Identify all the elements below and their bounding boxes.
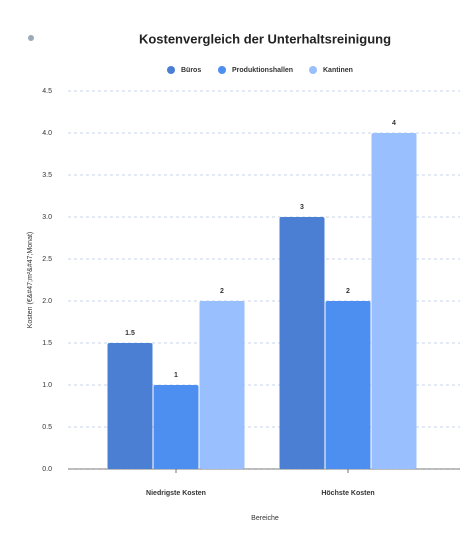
- bar: [325, 301, 371, 469]
- value-label: 2: [346, 288, 350, 295]
- y-tick-label: 1.0: [42, 382, 52, 389]
- chart-title: Kostenvergleich der Unterhaltsreinigung: [139, 31, 391, 46]
- y-axis-title: Kosten (€&#47;m²&#47;Monat): [27, 232, 34, 329]
- y-tick-label: 3.0: [42, 214, 52, 221]
- y-tick-label: 0.0: [42, 466, 52, 473]
- bar: [371, 133, 417, 469]
- x-axis-title: Bereiche: [251, 515, 279, 522]
- value-label: 2: [220, 288, 224, 295]
- bar: [279, 217, 325, 469]
- y-tick-label: 3.5: [42, 172, 52, 179]
- value-label: 3: [300, 204, 304, 211]
- y-tick-label: 2.0: [42, 298, 52, 305]
- legend-label: Büros: [181, 67, 201, 74]
- value-label: 4: [392, 120, 396, 127]
- value-label: 1: [174, 372, 178, 379]
- y-tick-label: 1.5: [42, 340, 52, 347]
- value-label: 1.5: [125, 330, 135, 337]
- y-tick-label: 2.5: [42, 256, 52, 263]
- y-tick-label: 0.5: [42, 424, 52, 431]
- legend-label: Kantinen: [323, 67, 353, 74]
- bar: [107, 343, 153, 469]
- x-tick-label: Höchste Kosten: [321, 490, 374, 497]
- bar: [199, 301, 245, 469]
- x-tick-label: Niedrigste Kosten: [146, 490, 206, 497]
- y-tick-label: 4.5: [42, 88, 52, 95]
- logo: [28, 35, 34, 41]
- legend-label: Produktionshallen: [232, 67, 293, 74]
- bar: [153, 385, 199, 469]
- legend-swatch: [167, 66, 175, 74]
- legend-swatch: [218, 66, 226, 74]
- legend-swatch: [309, 66, 317, 74]
- y-tick-label: 4.0: [42, 130, 52, 137]
